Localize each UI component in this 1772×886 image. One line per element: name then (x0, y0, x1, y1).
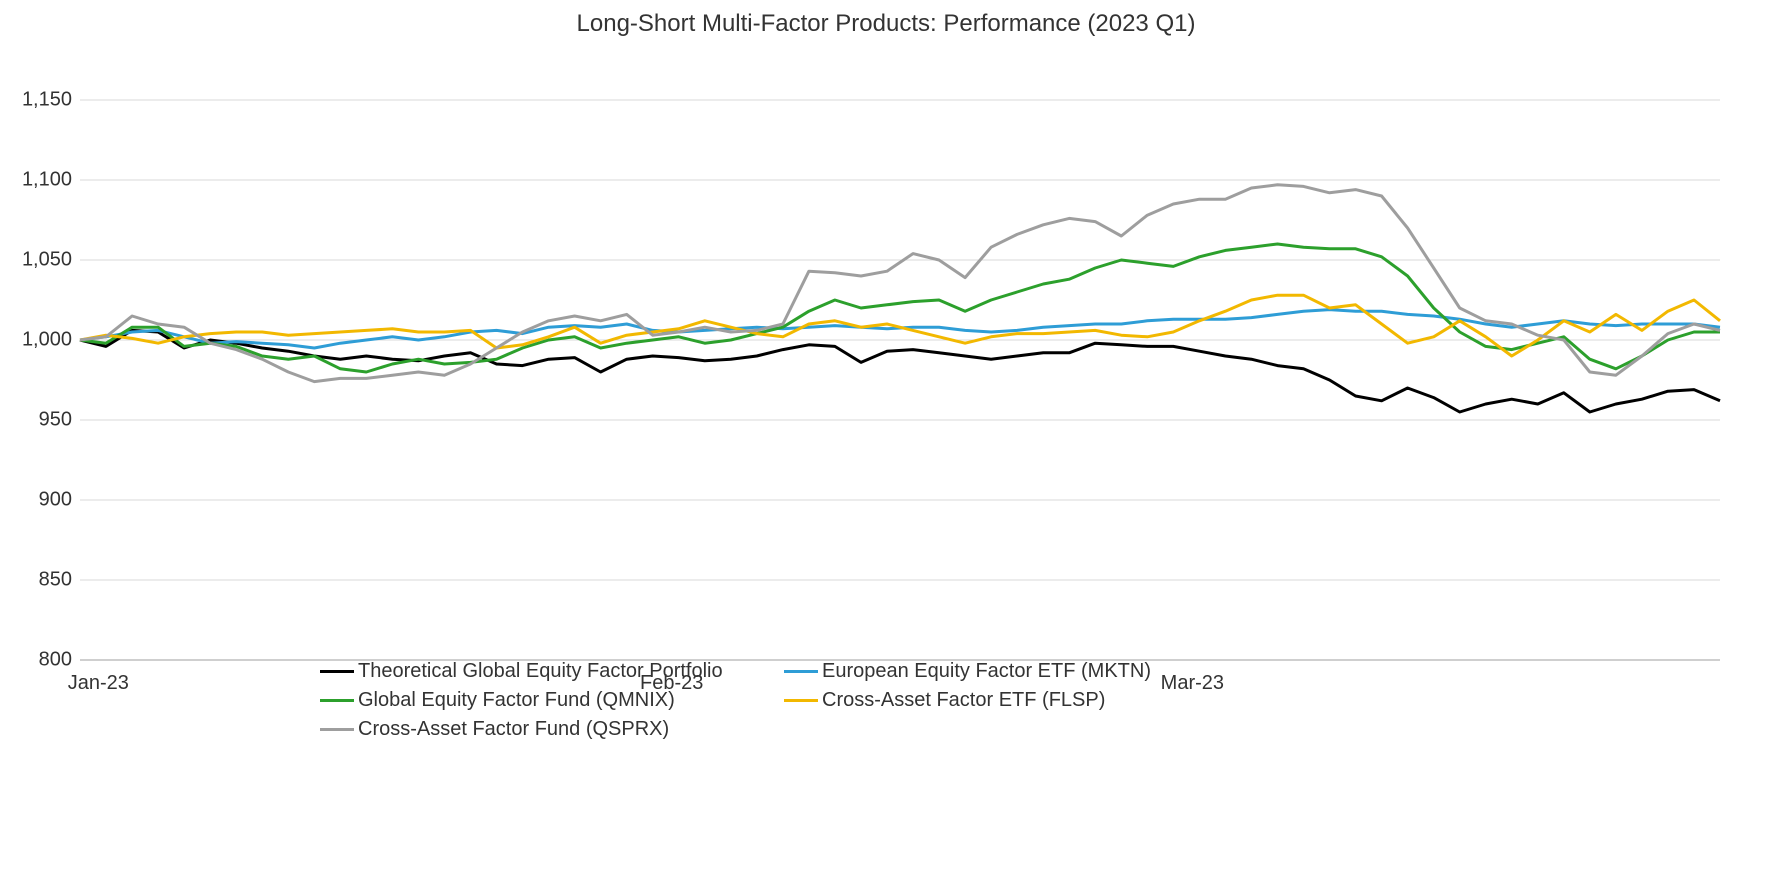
y-tick-label: 1,100 (12, 169, 72, 192)
legend-swatch (784, 670, 818, 673)
legend-swatch (320, 728, 354, 731)
y-tick-label: 900 (12, 489, 72, 512)
chart-title: Long-Short Multi-Factor Products: Perfor… (0, 10, 1772, 38)
legend-row: Theoretical Global Equity Factor Portfol… (320, 660, 1248, 683)
legend-label: Global Equity Factor Fund (QMNIX) (358, 689, 675, 712)
series-line (80, 330, 1720, 412)
chart-legend: Theoretical Global Equity Factor Portfol… (320, 660, 1248, 747)
legend-label: Cross-Asset Factor Fund (QSPRX) (358, 718, 669, 741)
legend-row: Cross-Asset Factor Fund (QSPRX) (320, 718, 1248, 741)
legend-label: European Equity Factor ETF (MKTN) (822, 660, 1151, 683)
legend-swatch (320, 670, 354, 673)
legend-row: Global Equity Factor Fund (QMNIX) Cross-A… (320, 689, 1248, 712)
legend-label: Cross-Asset Factor ETF (FLSP) (822, 689, 1105, 712)
legend-item: European Equity Factor ETF (MKTN) (784, 660, 1224, 683)
chart-plot-svg (0, 50, 1760, 700)
y-tick-label: 850 (12, 569, 72, 592)
y-tick-label: 1,000 (12, 329, 72, 352)
legend-item: Theoretical Global Equity Factor Portfol… (320, 660, 760, 683)
legend-item: Cross-Asset Factor Fund (QSPRX) (320, 718, 760, 741)
legend-swatch (320, 699, 354, 702)
legend-item: Global Equity Factor Fund (QMNIX) (320, 689, 760, 712)
y-tick-label: 1,050 (12, 249, 72, 272)
chart-container: Long-Short Multi-Factor Products: Perfor… (0, 0, 1772, 886)
legend-swatch (784, 699, 818, 702)
y-tick-label: 1,150 (12, 89, 72, 112)
legend-label: Theoretical Global Equity Factor Portfol… (358, 660, 723, 683)
legend-item: Cross-Asset Factor ETF (FLSP) (784, 689, 1224, 712)
series-line (80, 185, 1720, 382)
y-tick-label: 950 (12, 409, 72, 432)
y-tick-label: 800 (12, 649, 72, 672)
x-tick-label: Jan-23 (68, 672, 129, 695)
